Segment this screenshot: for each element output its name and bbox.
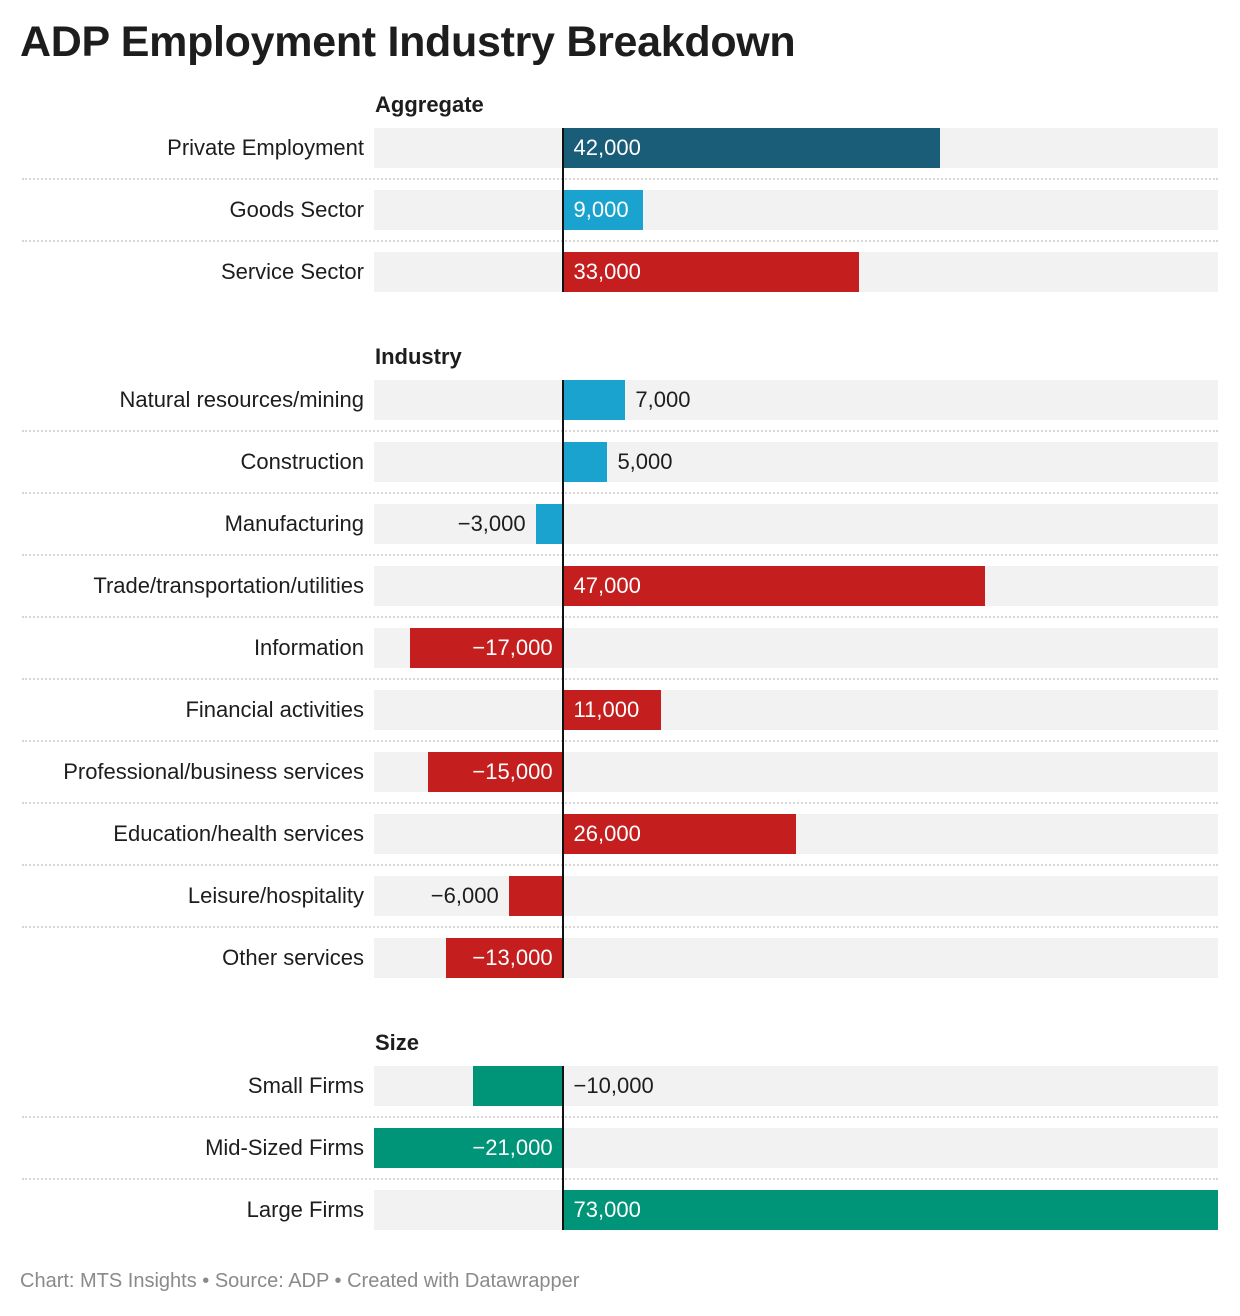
row-divider xyxy=(22,178,1218,180)
category-label: Professional/business services xyxy=(63,759,364,784)
data-label: −13,000 xyxy=(472,945,553,970)
data-label: 73,000 xyxy=(573,1197,641,1222)
group-heading: Industry xyxy=(375,344,462,369)
chart-footer: Chart: MTS Insights • Source: ADP • Crea… xyxy=(20,1270,580,1292)
row-divider xyxy=(22,240,1218,242)
data-label: 42,000 xyxy=(573,135,641,160)
category-label: Information xyxy=(253,635,364,660)
category-label: Manufacturing xyxy=(224,511,364,536)
category-label: Natural resources/mining xyxy=(119,387,364,412)
category-label: Construction xyxy=(240,449,364,474)
data-label: 5,000 xyxy=(617,449,673,474)
category-label: Other services xyxy=(222,945,364,970)
bar-track xyxy=(374,690,1218,730)
data-label: −21,000 xyxy=(472,1135,553,1160)
row-divider xyxy=(22,1178,1218,1180)
group-heading: Size xyxy=(375,1030,420,1055)
data-label: −15,000 xyxy=(472,759,553,784)
bar xyxy=(562,442,608,482)
zero-line xyxy=(561,128,564,292)
category-label: Private Employment xyxy=(167,135,364,160)
bar-track xyxy=(374,876,1218,916)
bar xyxy=(508,876,563,916)
bar xyxy=(562,128,940,168)
bar xyxy=(409,628,563,668)
bar-track xyxy=(374,380,1218,420)
bar xyxy=(562,690,662,730)
category-label: Trade/transportation/utilities xyxy=(93,573,364,598)
data-label: −6,000 xyxy=(430,883,499,908)
category-label: Service Sector xyxy=(220,259,364,284)
data-label: 33,000 xyxy=(573,259,641,284)
category-label: Education/health services xyxy=(113,821,364,846)
bar xyxy=(562,566,985,606)
row-divider xyxy=(22,802,1218,804)
bar xyxy=(445,938,563,978)
data-label: 47,000 xyxy=(573,573,641,598)
data-label: 26,000 xyxy=(573,821,641,846)
category-label: Small Firms xyxy=(247,1073,364,1098)
bar xyxy=(472,1066,563,1106)
data-label: −3,000 xyxy=(457,511,526,536)
row-divider xyxy=(22,492,1218,494)
bar xyxy=(562,380,626,420)
row-divider xyxy=(22,678,1218,680)
data-label: 7,000 xyxy=(635,387,691,412)
chart-title: ADP Employment Industry Breakdown xyxy=(20,18,796,66)
row-divider xyxy=(22,430,1218,432)
row-divider xyxy=(22,554,1218,556)
group-heading: Aggregate xyxy=(375,92,484,117)
category-label: Financial activities xyxy=(185,697,364,722)
bar xyxy=(562,190,644,230)
category-label: Leisure/hospitality xyxy=(187,883,364,908)
bar xyxy=(562,1190,1218,1230)
category-label: Mid-Sized Firms xyxy=(205,1135,364,1160)
bar-track xyxy=(374,504,1218,544)
row-divider xyxy=(22,926,1218,928)
bar xyxy=(427,752,563,792)
data-label: −17,000 xyxy=(472,635,553,660)
bar xyxy=(562,252,859,292)
zero-line xyxy=(561,380,564,978)
row-divider xyxy=(22,740,1218,742)
data-label: 11,000 xyxy=(573,697,640,722)
bar xyxy=(535,504,563,544)
category-label: Goods Sector xyxy=(229,197,364,222)
row-divider xyxy=(22,1116,1218,1118)
row-divider xyxy=(22,864,1218,866)
bar-track xyxy=(374,814,1218,854)
bar xyxy=(374,1128,563,1168)
data-label: 9,000 xyxy=(573,197,629,222)
data-label: −10,000 xyxy=(573,1073,654,1098)
bar-track xyxy=(374,190,1218,230)
bar-track xyxy=(374,442,1218,482)
zero-line xyxy=(561,1066,564,1230)
bar xyxy=(562,814,796,854)
category-label: Large Firms xyxy=(246,1197,364,1222)
row-divider xyxy=(22,616,1218,618)
